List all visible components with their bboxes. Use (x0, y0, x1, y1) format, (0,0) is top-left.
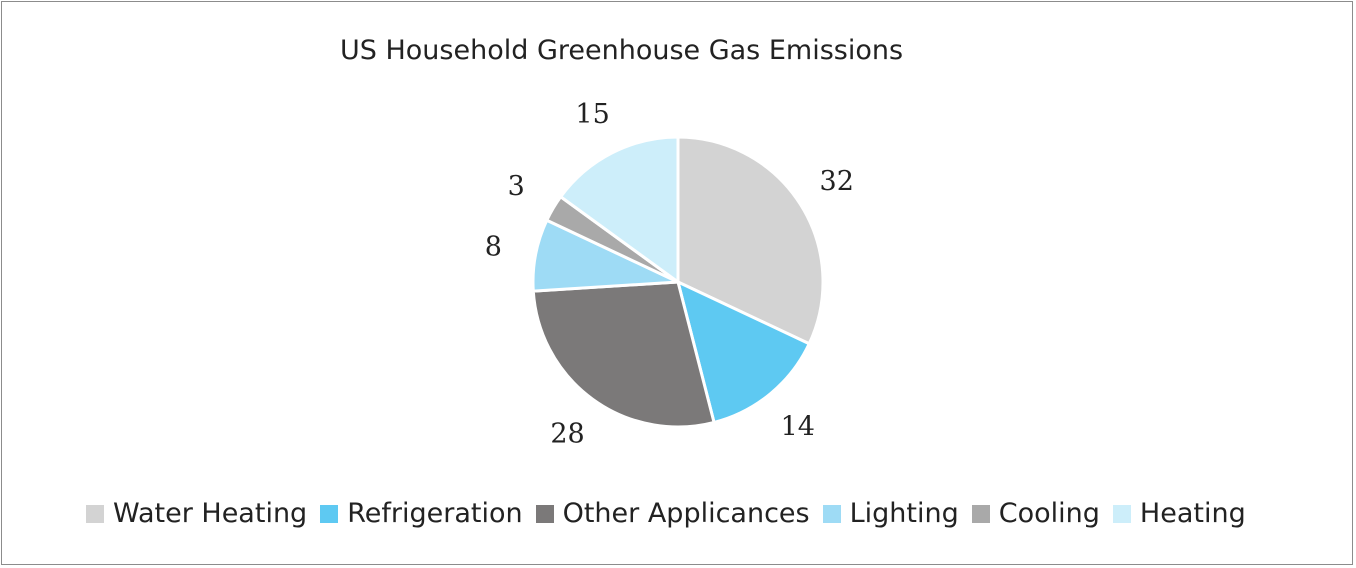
legend-label: Cooling (998, 498, 1100, 529)
data-label-water-heating: 32 (820, 166, 854, 197)
legend-swatch (86, 504, 104, 523)
data-label-lighting: 8 (485, 231, 502, 262)
legend-label: Other Applicances (562, 498, 810, 529)
legend-swatch (320, 504, 339, 523)
legend-item-heating: Heating (1112, 498, 1246, 529)
chart-legend: Water Heating Refrigeration Other Applican… (86, 498, 1259, 529)
legend-swatch (822, 504, 841, 523)
legend-label: Heating (1139, 498, 1246, 529)
chart-title: US Household Greenhouse Gas Emissions (340, 35, 904, 66)
legend-label: Refrigeration (347, 498, 523, 529)
pie-slice-heating (559, 135, 680, 284)
legend-label: Water Heating (113, 498, 308, 529)
pie-slice-water-heating (676, 135, 825, 346)
legend-item-lighting: Lighting (822, 498, 959, 529)
data-label-refrigeration: 14 (781, 411, 815, 442)
pie-slice-refrigeration (676, 280, 811, 424)
legend-item-other-applicances: Other Applicances (535, 498, 810, 529)
legend-label: Lighting (849, 498, 959, 529)
legend-swatch (1112, 504, 1131, 523)
legend-swatch (971, 504, 990, 523)
legend-swatch (535, 504, 554, 523)
legend-item-cooling: Cooling (971, 498, 1100, 529)
legend-item-water-heating: Water Heating (86, 498, 307, 529)
data-label-other-applicances: 28 (550, 419, 584, 450)
data-label-cooling: 3 (508, 171, 525, 202)
legend-item-refrigeration: Refrigeration (320, 498, 523, 529)
pie-slice-other-applicances (531, 280, 716, 429)
data-label-heating: 15 (575, 99, 609, 130)
